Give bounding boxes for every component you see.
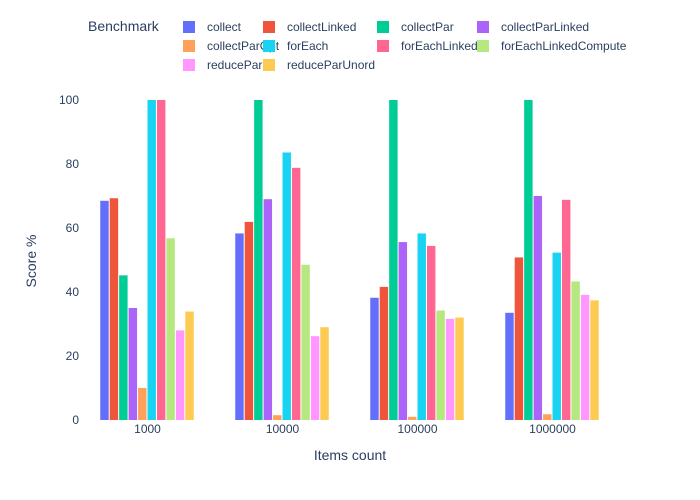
- bar-forEachLinked-10000[interactable]: [291, 167, 301, 420]
- bar-forEachLinkedCompute-1000000[interactable]: [571, 281, 580, 420]
- x-axis-title: Items count: [314, 447, 386, 463]
- bar-reducePar-10000[interactable]: [310, 336, 320, 420]
- y-tick-label: 80: [66, 157, 80, 171]
- legend-swatch-collectPar[interactable]: [377, 21, 389, 33]
- bar-reducePar-1000000[interactable]: [580, 294, 590, 420]
- legend-swatch-collectLinked[interactable]: [263, 21, 275, 33]
- bar-collectParLinked-1000[interactable]: [128, 308, 138, 420]
- bar-reduceParUnord-1000000[interactable]: [590, 300, 599, 420]
- bar-collect-1000[interactable]: [100, 200, 109, 420]
- legend-label-collect[interactable]: collect: [207, 20, 242, 34]
- y-tick-label: 20: [66, 349, 80, 363]
- bar-forEachLinked-100000[interactable]: [426, 245, 436, 420]
- legend-label-reducePar[interactable]: reducePar: [207, 58, 262, 72]
- bar-forEachLinkedCompute-10000[interactable]: [301, 264, 310, 420]
- bar-collectPar-100000[interactable]: [389, 100, 398, 420]
- legend-label-forEach[interactable]: forEach: [287, 39, 328, 53]
- bar-collectParLinked-100000[interactable]: [398, 242, 408, 420]
- bar-forEachLinked-1000000[interactable]: [561, 199, 571, 420]
- legend: Benchmark collect collectLinked collectPar…: [88, 18, 627, 72]
- y-tick-label: 60: [66, 221, 80, 235]
- legend-label-collectParOpt[interactable]: collectParOpt: [207, 39, 280, 53]
- y-tick-label: 100: [59, 93, 79, 107]
- y-axis-title: Score %: [23, 235, 39, 288]
- bar-collectParLinked-1000000[interactable]: [533, 196, 543, 420]
- legend-title: Benchmark: [88, 18, 160, 34]
- y-tick-label: 40: [66, 285, 80, 299]
- bar-collectPar-1000000[interactable]: [524, 100, 533, 420]
- legend-swatch-forEachLinkedCompute[interactable]: [477, 40, 489, 52]
- bar-collectLinked-1000000[interactable]: [514, 257, 524, 420]
- bar-reducePar-1000[interactable]: [175, 330, 185, 420]
- bar-forEach-100000[interactable]: [417, 233, 426, 420]
- legend-swatch-forEachLinked[interactable]: [377, 40, 389, 52]
- legend-swatch-collect[interactable]: [183, 21, 195, 33]
- legend-swatch-collectParOpt[interactable]: [183, 40, 195, 52]
- bar-collect-10000[interactable]: [235, 233, 244, 420]
- x-tick-label: 100000: [397, 422, 437, 436]
- bar-collectParOpt-10000[interactable]: [273, 415, 282, 420]
- bar-collectParOpt-1000000[interactable]: [543, 414, 552, 420]
- bar-collectParOpt-1000[interactable]: [138, 388, 147, 420]
- x-tick-label: 1000: [134, 422, 161, 436]
- y-tick-label: 0: [72, 413, 79, 427]
- legend-label-collectPar[interactable]: collectPar: [401, 20, 454, 34]
- bar-collectPar-10000[interactable]: [254, 100, 263, 420]
- legend-swatch-forEach[interactable]: [263, 40, 275, 52]
- bar-collect-100000[interactable]: [370, 297, 379, 420]
- bar-forEachLinked-1000[interactable]: [156, 100, 166, 420]
- legend-swatch-reducePar[interactable]: [183, 59, 195, 71]
- bar-forEachLinkedCompute-1000[interactable]: [166, 238, 175, 420]
- legend-label-collectParLinked[interactable]: collectParLinked: [501, 20, 589, 34]
- y-axis-ticks: 0 20 40 60 80 100: [59, 93, 79, 427]
- bar-collectPar-1000[interactable]: [119, 275, 128, 420]
- legend-swatch-collectParLinked[interactable]: [477, 21, 489, 33]
- bar-collectParLinked-10000[interactable]: [263, 199, 273, 420]
- bar-collectParOpt-100000[interactable]: [408, 416, 417, 420]
- bar-collectLinked-1000[interactable]: [109, 198, 119, 420]
- bar-forEach-1000[interactable]: [147, 100, 156, 420]
- legend-label-forEachLinkedCompute[interactable]: forEachLinkedCompute: [501, 39, 627, 53]
- bar-forEach-1000000[interactable]: [552, 252, 561, 420]
- bar-reduceParUnord-1000[interactable]: [185, 311, 194, 420]
- bar-forEachLinkedCompute-100000[interactable]: [436, 310, 445, 420]
- x-tick-label: 1000000: [529, 422, 576, 436]
- bars: [100, 100, 599, 421]
- bar-collect-1000000[interactable]: [505, 312, 514, 420]
- bar-forEach-10000[interactable]: [282, 152, 291, 421]
- x-tick-label: 10000: [266, 422, 300, 436]
- bar-reducePar-100000[interactable]: [445, 318, 455, 420]
- legend-swatch-reduceParUnord[interactable]: [263, 59, 275, 71]
- bar-reduceParUnord-10000[interactable]: [320, 327, 329, 420]
- legend-label-forEachLinked[interactable]: forEachLinked: [401, 39, 478, 53]
- bar-reduceParUnord-100000[interactable]: [455, 317, 464, 420]
- legend-label-collectLinked[interactable]: collectLinked: [287, 20, 356, 34]
- x-axis-ticks: 1000 10000 100000 1000000: [134, 422, 576, 436]
- bar-collectLinked-100000[interactable]: [379, 286, 389, 420]
- bar-collectLinked-10000[interactable]: [244, 221, 254, 420]
- legend-label-reduceParUnord[interactable]: reduceParUnord: [287, 58, 375, 72]
